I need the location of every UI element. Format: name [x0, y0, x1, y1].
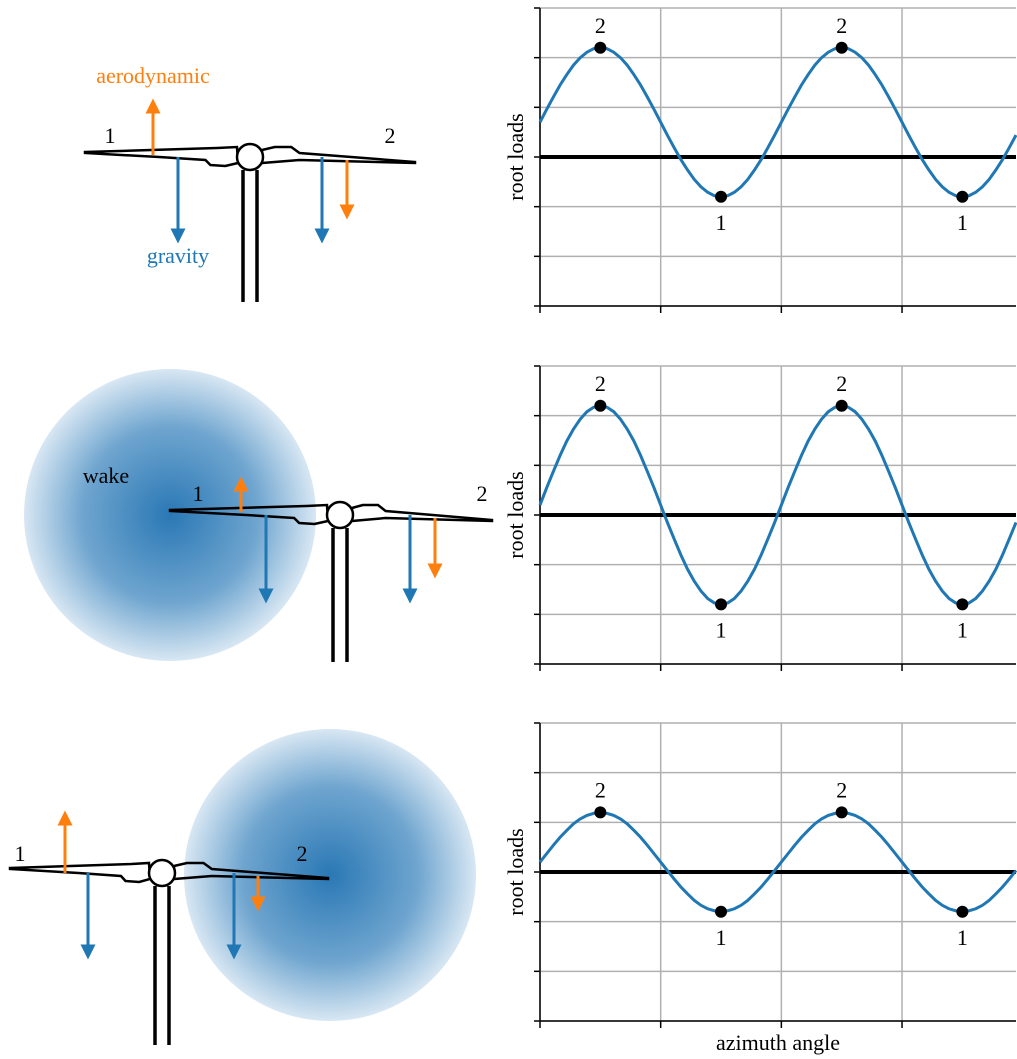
blade [350, 503, 494, 523]
marker-label: 1 [957, 210, 968, 235]
marker [715, 905, 728, 918]
marker-label: 1 [716, 617, 727, 642]
wake [184, 729, 476, 1021]
hub [325, 500, 355, 530]
blade [83, 145, 240, 168]
marker-label: 2 [836, 371, 847, 396]
blade [168, 503, 330, 526]
marker [715, 190, 728, 203]
marker [835, 41, 848, 54]
marker [715, 598, 728, 611]
marker-label: 2 [836, 777, 847, 802]
curve [538, 46, 1017, 199]
marker-label: 1 [716, 210, 727, 235]
gravity-label: gravity [147, 243, 209, 268]
marker-label: 1 [957, 617, 968, 642]
blade-label: 1 [105, 123, 116, 148]
y-axis-label: root loads [503, 828, 528, 915]
hub [147, 858, 177, 888]
marker [956, 190, 969, 203]
blade-label: 1 [193, 481, 204, 506]
y-axis-label: root loads [503, 113, 528, 200]
marker [594, 41, 607, 54]
hub [235, 142, 265, 172]
marker [835, 806, 848, 819]
aerodynamic-label: aerodynamic [96, 63, 210, 88]
marker-label: 1 [957, 925, 968, 950]
marker [835, 399, 848, 412]
wake [24, 369, 316, 661]
blade [172, 861, 330, 881]
marker [594, 399, 607, 412]
marker-label: 2 [836, 13, 847, 38]
marker [956, 598, 969, 611]
curve [538, 404, 1017, 606]
diagrams: 1 2 aerodynamic gravity 1 2 wake 1 2 [8, 63, 494, 1045]
x-axis-label: azimuth angle [716, 1030, 840, 1055]
blade-label: 2 [477, 481, 488, 506]
blade-label: 2 [385, 123, 396, 148]
wake-label: wake [83, 463, 129, 488]
marker [594, 806, 607, 819]
blade-label: 1 [15, 841, 26, 866]
marker-label: 2 [595, 13, 606, 38]
blade [260, 145, 417, 165]
curve [538, 810, 1017, 914]
marker-label: 2 [595, 777, 606, 802]
y-axis-label: root loads [503, 471, 528, 558]
blade-label: 2 [297, 841, 308, 866]
marker [956, 905, 969, 918]
blade [8, 861, 152, 884]
marker-label: 1 [716, 925, 727, 950]
marker-label: 2 [595, 371, 606, 396]
